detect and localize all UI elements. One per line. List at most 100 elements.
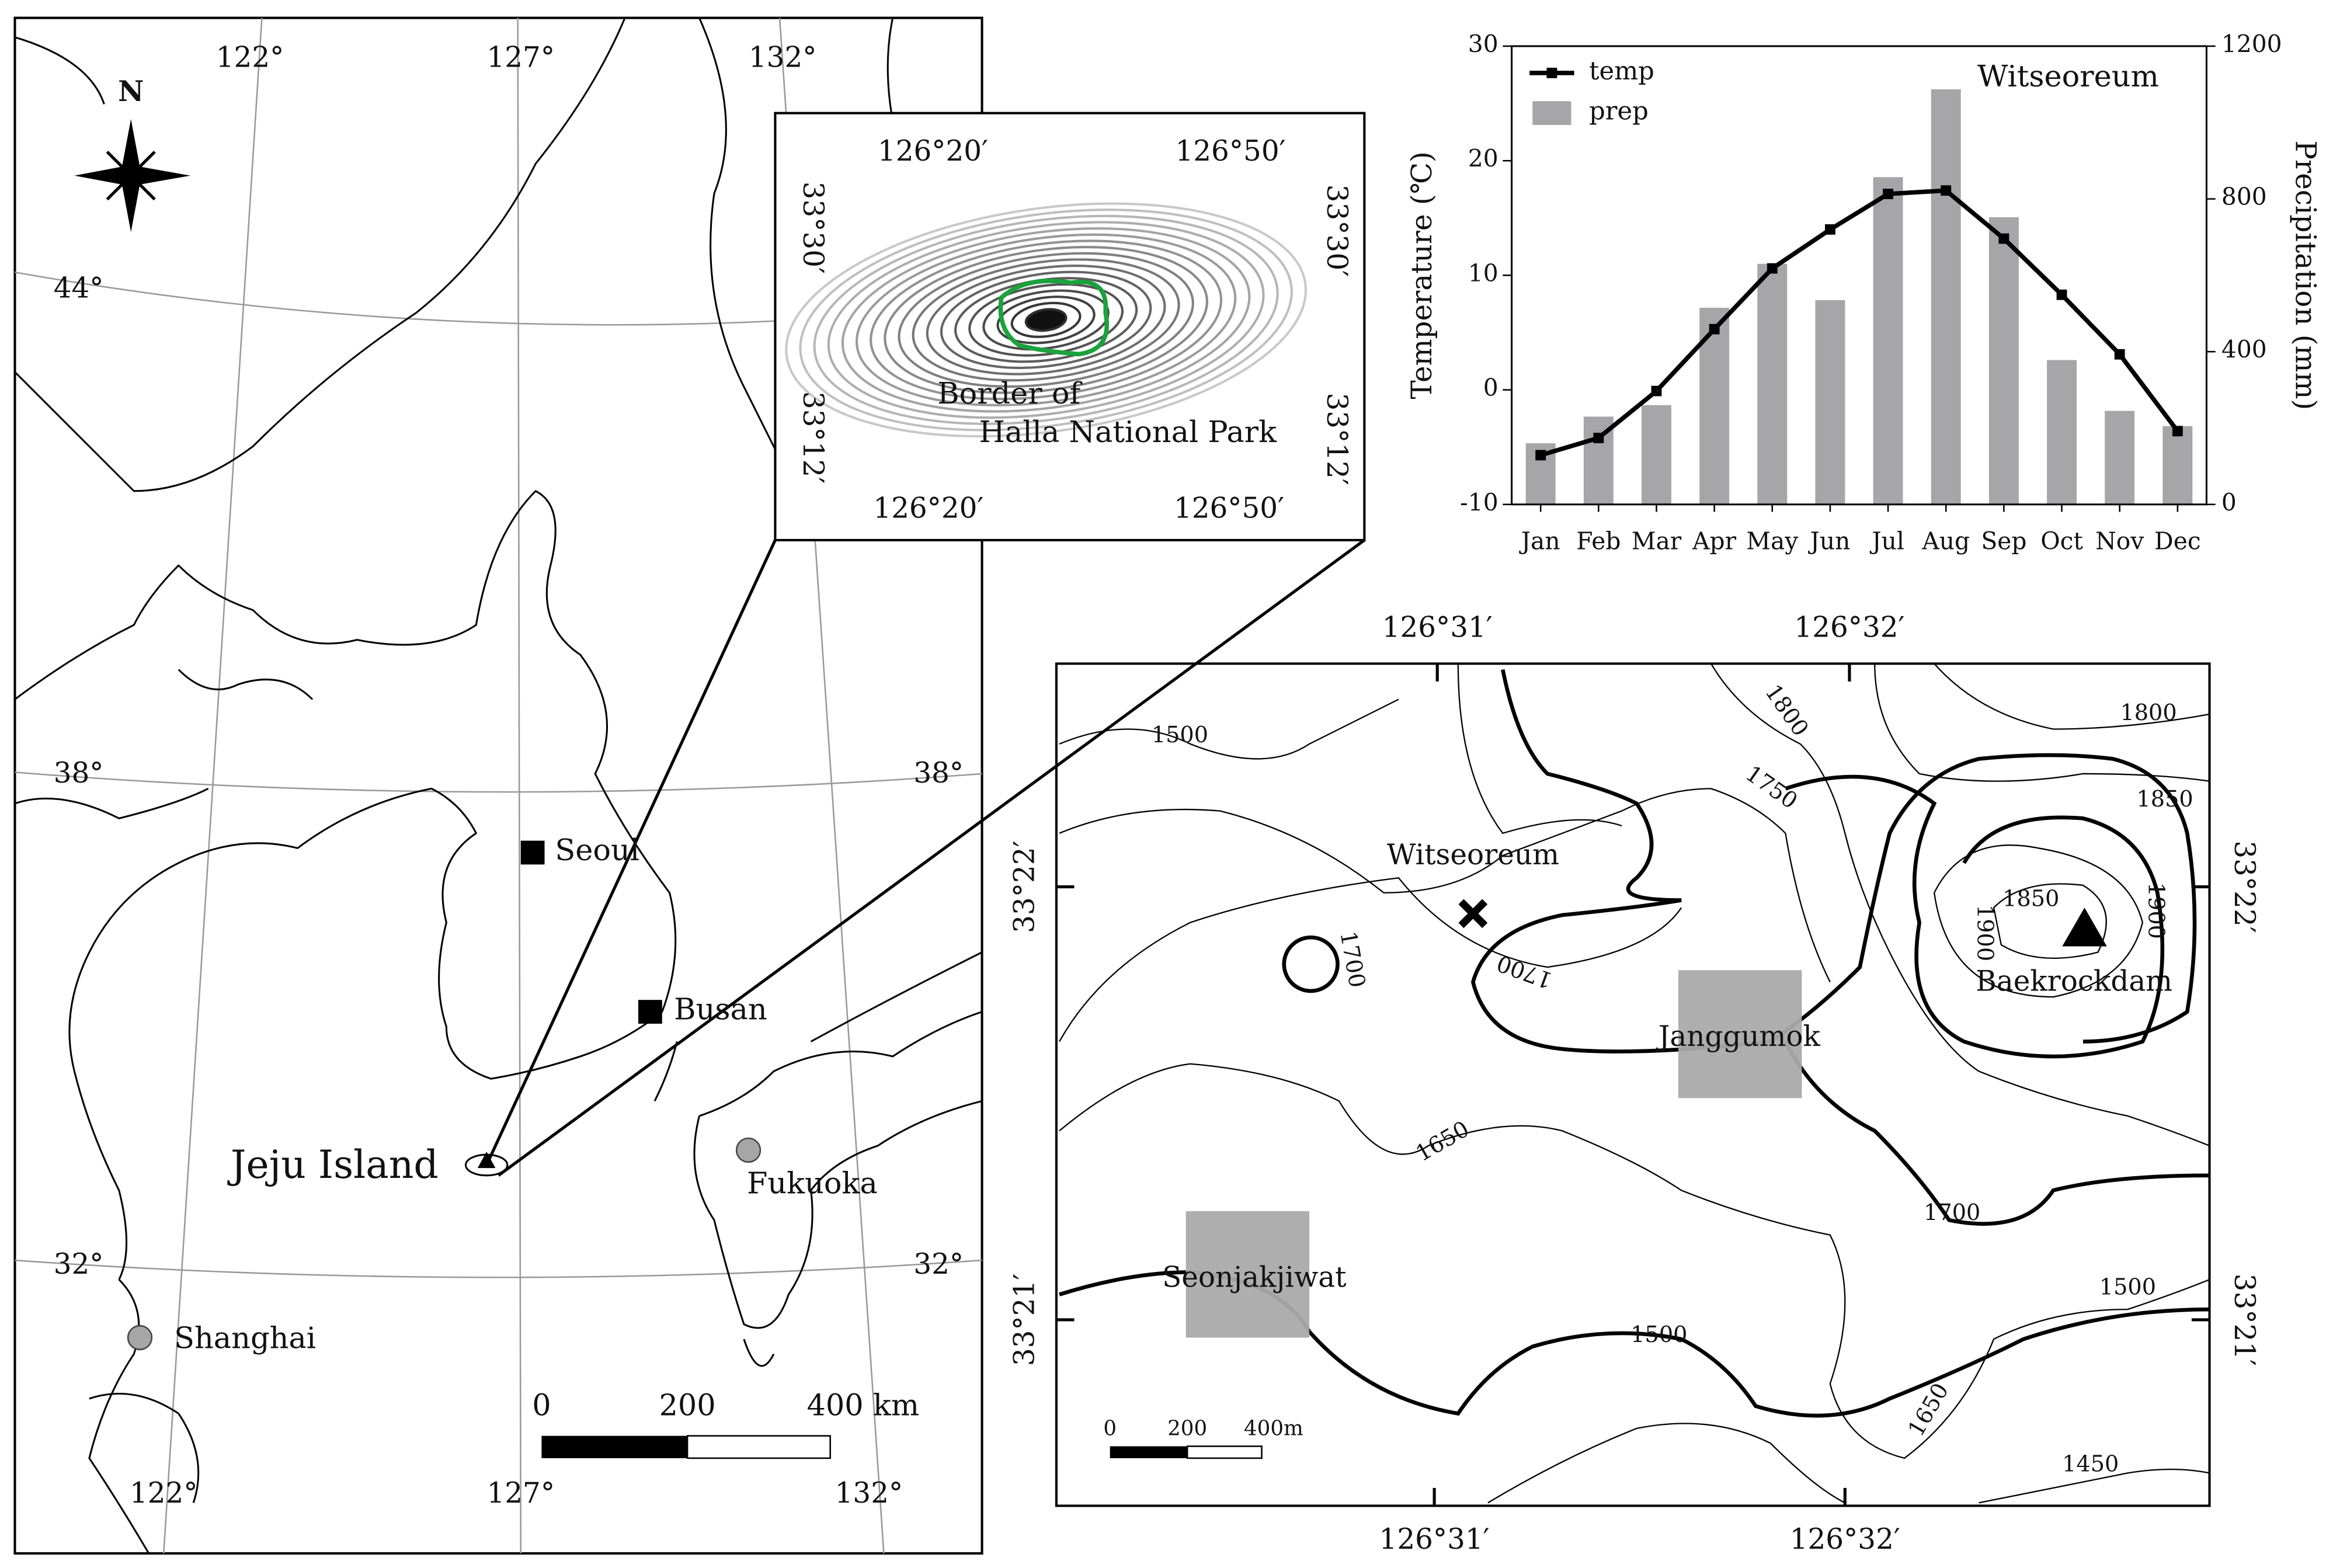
map-shape	[1282, 935, 1340, 993]
map-shape	[477, 1152, 496, 1169]
x-tick-label: Oct	[2040, 527, 2083, 555]
map-shape	[127, 1324, 153, 1351]
map-shape	[1458, 899, 1488, 929]
marker	[1767, 263, 1778, 274]
map-box	[686, 1435, 831, 1459]
label: 200	[659, 1388, 715, 1423]
label: Border of	[937, 377, 1082, 411]
connector-line	[485, 539, 777, 1166]
label: 0	[532, 1388, 551, 1423]
bar	[2162, 426, 2193, 505]
label: Precipitation (mm)	[2289, 140, 2322, 410]
x-tick-label: Jan	[1519, 527, 1560, 555]
label: Janggumok	[1656, 1020, 1821, 1053]
label: Halla National Park	[979, 415, 1277, 450]
inset-contour	[785, 202, 1308, 438]
map-shape	[735, 1137, 762, 1163]
label: 126°32′	[1790, 1523, 1900, 1556]
label: 1800	[1760, 680, 1813, 741]
marker	[1535, 450, 1546, 461]
label: 38°	[54, 757, 104, 790]
plot-frame	[1511, 45, 2207, 506]
map-box	[1186, 1445, 1263, 1459]
inset-map: 126°20′ 126°50′ 126°20′ 126°50′ 33°30′ 3…	[774, 112, 1366, 541]
x-tick-label: Jul	[1869, 527, 1904, 555]
y2-tick-label: 800	[2221, 183, 2267, 211]
map-box	[1185, 1211, 1310, 1338]
map-shape	[693, 1011, 983, 1367]
label: 32°	[913, 1248, 964, 1281]
inset-contour	[912, 258, 1180, 382]
y-tick-label: 0	[1483, 374, 1498, 402]
marker	[1998, 233, 2009, 244]
label: Seoul	[555, 833, 639, 868]
contour-labels: 1500 1800 1750 1800 1850 1700 1700 1650 …	[1152, 680, 2193, 1477]
label: Baekrockdam	[1976, 965, 2172, 998]
legend-marker	[1546, 67, 1557, 78]
inset-contour	[996, 295, 1096, 345]
map-shape	[88, 1279, 200, 1554]
label: 1800	[2120, 700, 2176, 726]
x-tick-label: Dec	[2154, 527, 2201, 555]
bar	[1931, 89, 1961, 505]
label: 33°21′	[1009, 1274, 1041, 1366]
label: 33°12′	[1320, 392, 1353, 485]
label: 1700	[1924, 1200, 1980, 1226]
inset-contour	[870, 239, 1223, 401]
label: 38°	[913, 757, 964, 790]
x-tick-label: Apr	[1692, 527, 1737, 555]
map-shape	[1457, 663, 2210, 1504]
marker	[1883, 189, 1894, 200]
inset-contour	[982, 289, 1110, 351]
label: 126°20′	[878, 135, 988, 168]
inset-contours	[785, 202, 1308, 438]
inset-contour	[884, 246, 1208, 394]
inset-contour	[940, 270, 1152, 370]
y2-tick-label: 0	[2221, 488, 2237, 516]
map-shape	[1785, 774, 2165, 1059]
map-shape	[14, 669, 314, 819]
label: 1850	[2136, 787, 2193, 812]
inset-contour	[855, 233, 1237, 406]
label: 33°22′	[1009, 840, 1041, 933]
label: Witseoreum	[1387, 839, 1559, 871]
label: 126°31′	[1382, 611, 1493, 644]
legend-label: prep	[1589, 97, 1649, 126]
marker	[1593, 433, 1604, 443]
inset-contour	[1010, 301, 1082, 338]
y2-tick-label: 1200	[2221, 30, 2282, 58]
label: Witseoreum	[1977, 60, 2159, 94]
bar	[1642, 405, 1671, 505]
x-tick-label: Mar	[1632, 527, 1682, 555]
legend-swatch	[1532, 101, 1571, 126]
label: 32°	[54, 1248, 104, 1281]
label: Temperature (℃)	[1406, 151, 1438, 399]
y-tick-label: 20	[1468, 145, 1498, 173]
label: 1450	[2062, 1452, 2119, 1477]
inset-contour	[813, 214, 1279, 425]
label: 1900	[2143, 882, 2168, 939]
label: 127°	[486, 1477, 555, 1510]
map-box	[13, 16, 983, 1555]
inset-contour	[841, 227, 1251, 413]
label: 122°	[216, 41, 284, 74]
map-box	[1055, 662, 2211, 1507]
x-tick-label: May	[1746, 527, 1798, 555]
label: 400 km	[806, 1388, 919, 1423]
map-shape	[1783, 1041, 2210, 1226]
x-tick-label: Nov	[2095, 527, 2144, 555]
inset-contour	[1024, 308, 1068, 332]
label: 1500	[1630, 1322, 1687, 1348]
label: 127°	[486, 41, 555, 74]
label: 126°50′	[1175, 135, 1285, 168]
map-shape	[14, 18, 626, 492]
map-shape	[2062, 908, 2107, 947]
label: 126°32′	[1794, 611, 1904, 644]
bar	[1815, 300, 1845, 505]
x-tick-label: Aug	[1921, 527, 1970, 555]
map-box	[541, 1435, 688, 1458]
bar	[1988, 217, 2019, 505]
label: 126°50′	[1174, 492, 1284, 524]
label: 33°22′	[2228, 840, 2261, 933]
